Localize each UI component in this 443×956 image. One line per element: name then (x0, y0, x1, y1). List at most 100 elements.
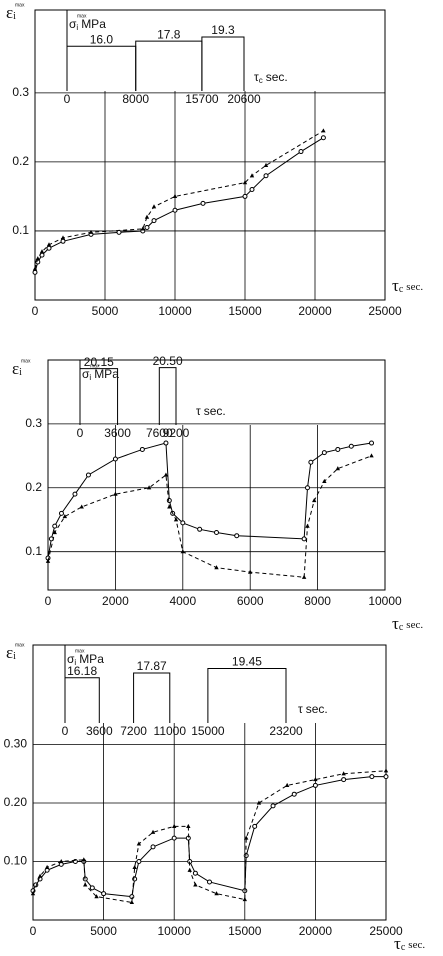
inset-tick-label: 15700 (185, 92, 219, 106)
plot-frame (47, 359, 386, 591)
axis-label: τ sec. (196, 404, 226, 418)
data-point (348, 443, 354, 449)
load-step (79, 368, 119, 425)
data-point (136, 841, 142, 846)
series-line (32, 776, 386, 898)
data-point (30, 891, 36, 896)
data-point (305, 523, 310, 528)
data-point (45, 558, 51, 563)
data-point (187, 867, 192, 872)
data-point (60, 238, 66, 244)
x-tick-label: 15000 (228, 924, 262, 938)
x-tick-label: 0 (32, 304, 39, 318)
data-point (320, 135, 326, 141)
data-point (144, 225, 150, 230)
label-unit: MPa (81, 17, 106, 31)
x-tick-label: 25000 (369, 924, 403, 938)
y-tick-label: 0.1 (12, 223, 29, 237)
label-unit: sec. (204, 404, 226, 418)
data-point (341, 771, 346, 776)
series-line (47, 442, 372, 559)
load-label: 17.8 (157, 27, 181, 41)
label-symbol: ε (6, 643, 13, 662)
x-tick-label: 10000 (158, 924, 192, 938)
data-point (46, 242, 52, 247)
data-point (101, 891, 107, 897)
axis-label: τc sec. (394, 934, 425, 953)
data-point (112, 456, 118, 462)
label-subscript: c (399, 284, 404, 295)
data-point (291, 791, 297, 797)
label-superscript: max (21, 358, 31, 364)
label-symbol: τ (196, 404, 201, 418)
data-point (151, 218, 157, 224)
data-point (163, 472, 169, 477)
label-symbol: τ (392, 614, 399, 633)
inset-tick-label: 0 (77, 426, 84, 440)
y-tick-label: 0.3 (12, 85, 29, 99)
label-subscript: c (401, 942, 406, 953)
data-point (263, 173, 269, 179)
label-superscript: max (15, 642, 25, 648)
label-symbol: τ (394, 934, 401, 953)
x-tick-label: 0 (45, 594, 52, 608)
y-tick-label: 0.30 (4, 737, 28, 751)
data-point (163, 440, 169, 446)
load-label: 16.0 (90, 32, 114, 46)
load-label: 16.18 (67, 664, 97, 678)
label-subscript: i (19, 367, 22, 378)
data-point (369, 440, 375, 446)
label-symbol: ε (6, 3, 13, 22)
data-point (62, 514, 68, 519)
load-step (207, 668, 287, 723)
plot-frame (34, 9, 386, 301)
y-tick-label: 0.1 (25, 544, 42, 558)
data-point (369, 453, 374, 458)
inset-tick-label: 11000 (154, 724, 187, 738)
data-point (83, 882, 88, 887)
load-label: 17.87 (137, 659, 167, 673)
axis-label: εi (6, 3, 16, 22)
data-point (150, 829, 156, 834)
inset-tick-label: 8000 (122, 92, 149, 106)
load-step (66, 45, 137, 91)
data-point (140, 226, 145, 231)
data-point (44, 864, 50, 869)
x-tick-label: 5000 (92, 304, 119, 318)
data-point (151, 204, 157, 209)
data-point (312, 782, 318, 788)
data-point (308, 459, 314, 465)
label-symbol: σ (82, 367, 90, 381)
x-tick-label: 0 (30, 924, 37, 938)
data-point (322, 478, 327, 483)
y-tick-label: 0.2 (25, 480, 42, 494)
data-point (242, 897, 247, 902)
y-tick-label: 0.20 (4, 795, 28, 809)
series-line (34, 130, 324, 270)
data-point (88, 229, 94, 234)
data-point (167, 504, 172, 509)
label-superscript: max (15, 2, 25, 8)
x-tick-label: 10000 (368, 594, 402, 608)
data-point (263, 162, 269, 167)
x-tick-label: 15000 (228, 304, 262, 318)
data-point (312, 498, 317, 503)
label-unit: sec. (306, 702, 328, 716)
series-line (34, 137, 324, 273)
load-label: 20.50 (153, 354, 183, 368)
x-tick-label: 25000 (368, 304, 402, 318)
load-step (201, 36, 245, 91)
label-unit: sec. (406, 619, 423, 631)
y-tick-label: 0.3 (25, 416, 42, 430)
axis-label: τc sec. (254, 70, 288, 85)
label-unit: sec. (408, 939, 425, 951)
data-point (58, 510, 64, 516)
data-point (301, 536, 307, 542)
data-point (172, 193, 178, 199)
data-point (234, 533, 240, 539)
data-point (94, 894, 99, 899)
data-point (172, 823, 177, 828)
data-point (214, 530, 219, 535)
data-point (186, 823, 191, 828)
data-point (180, 549, 185, 554)
